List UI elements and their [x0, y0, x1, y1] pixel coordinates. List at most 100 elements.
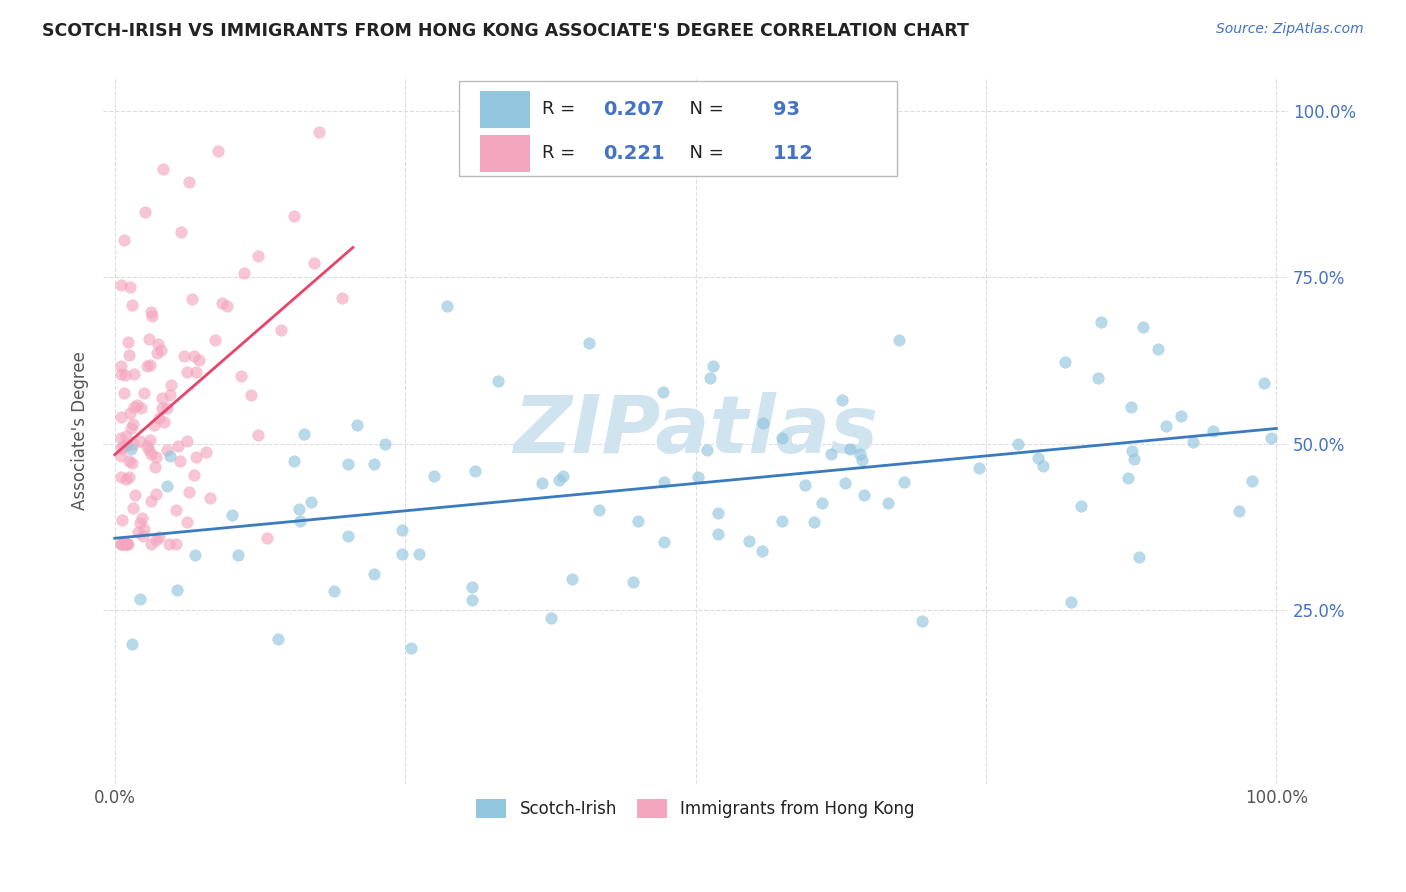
- Point: [221, 508, 243, 522]
- Point: [141, 305, 163, 319]
- Point: [110, 367, 132, 381]
- Point: [156, 479, 179, 493]
- Point: [129, 592, 152, 607]
- Point: [165, 503, 187, 517]
- Point: [1090, 315, 1112, 329]
- Point: [811, 495, 834, 509]
- Point: [150, 391, 173, 405]
- Text: N =: N =: [678, 145, 730, 162]
- Point: [188, 352, 211, 367]
- Point: [561, 572, 583, 586]
- Point: [132, 522, 155, 536]
- Point: [146, 337, 169, 351]
- Point: [148, 411, 170, 425]
- Point: [737, 534, 759, 549]
- Point: [121, 637, 143, 651]
- Point: [436, 299, 458, 313]
- Point: [179, 175, 201, 189]
- Point: [111, 513, 134, 527]
- Point: [110, 432, 132, 446]
- Point: [152, 162, 174, 177]
- Point: [129, 434, 152, 448]
- Point: [165, 537, 187, 551]
- Point: [115, 537, 138, 551]
- Point: [217, 299, 239, 313]
- Point: [132, 529, 155, 543]
- Point: [770, 430, 793, 444]
- Point: [336, 457, 359, 471]
- FancyBboxPatch shape: [479, 91, 530, 128]
- Point: [110, 410, 132, 425]
- Point: [134, 205, 156, 219]
- Point: [423, 469, 446, 483]
- Y-axis label: Associate's Degree: Associate's Degree: [72, 351, 89, 510]
- Point: [288, 514, 311, 528]
- Point: [686, 469, 709, 483]
- Point: [110, 537, 132, 551]
- Point: [1026, 451, 1049, 466]
- Point: [391, 523, 413, 537]
- Point: [138, 332, 160, 346]
- Point: [117, 537, 139, 551]
- Point: [1182, 434, 1205, 449]
- Point: [232, 266, 254, 280]
- Point: [887, 333, 910, 347]
- Point: [363, 566, 385, 581]
- Point: [131, 510, 153, 524]
- Point: [308, 125, 330, 139]
- Point: [120, 420, 142, 434]
- Point: [699, 371, 721, 385]
- Point: [184, 450, 207, 465]
- Point: [793, 478, 815, 492]
- Point: [181, 292, 204, 306]
- Point: [270, 323, 292, 337]
- Point: [110, 359, 132, 374]
- Point: [110, 449, 132, 463]
- Point: [156, 401, 179, 415]
- Text: ZIPatlas: ZIPatlas: [513, 392, 879, 469]
- Text: SCOTCH-IRISH VS IMMIGRANTS FROM HONG KONG ASSOCIATE'S DEGREE CORRELATION CHART: SCOTCH-IRISH VS IMMIGRANTS FROM HONG KON…: [42, 22, 969, 40]
- Point: [652, 475, 675, 489]
- Point: [752, 416, 775, 430]
- Point: [184, 365, 207, 379]
- Point: [118, 406, 141, 420]
- Point: [141, 309, 163, 323]
- Point: [247, 427, 270, 442]
- Point: [135, 439, 157, 453]
- Text: R =: R =: [541, 145, 581, 162]
- Point: [1007, 436, 1029, 450]
- Point: [288, 502, 311, 516]
- Point: [267, 632, 290, 647]
- Point: [150, 343, 173, 358]
- Point: [173, 349, 195, 363]
- Point: [118, 454, 141, 468]
- Point: [706, 506, 728, 520]
- Point: [486, 375, 509, 389]
- Point: [139, 434, 162, 448]
- Point: [211, 295, 233, 310]
- Point: [115, 438, 138, 452]
- Point: [399, 641, 422, 656]
- Point: [1202, 424, 1225, 438]
- Point: [302, 256, 325, 270]
- Point: [112, 439, 135, 453]
- Point: [702, 359, 724, 373]
- Point: [120, 442, 142, 456]
- Text: 0.221: 0.221: [603, 144, 665, 163]
- Text: Source: ZipAtlas.com: Source: ZipAtlas.com: [1216, 22, 1364, 37]
- Point: [226, 548, 249, 562]
- Point: [374, 436, 396, 450]
- Point: [256, 531, 278, 545]
- Point: [283, 209, 305, 223]
- Text: 93: 93: [772, 100, 800, 119]
- Point: [621, 575, 644, 590]
- Point: [159, 449, 181, 463]
- Point: [159, 388, 181, 402]
- Point: [194, 444, 217, 458]
- Point: [112, 386, 135, 401]
- Point: [363, 457, 385, 471]
- Point: [122, 501, 145, 516]
- Point: [122, 367, 145, 381]
- Point: [770, 514, 793, 528]
- Point: [551, 469, 574, 483]
